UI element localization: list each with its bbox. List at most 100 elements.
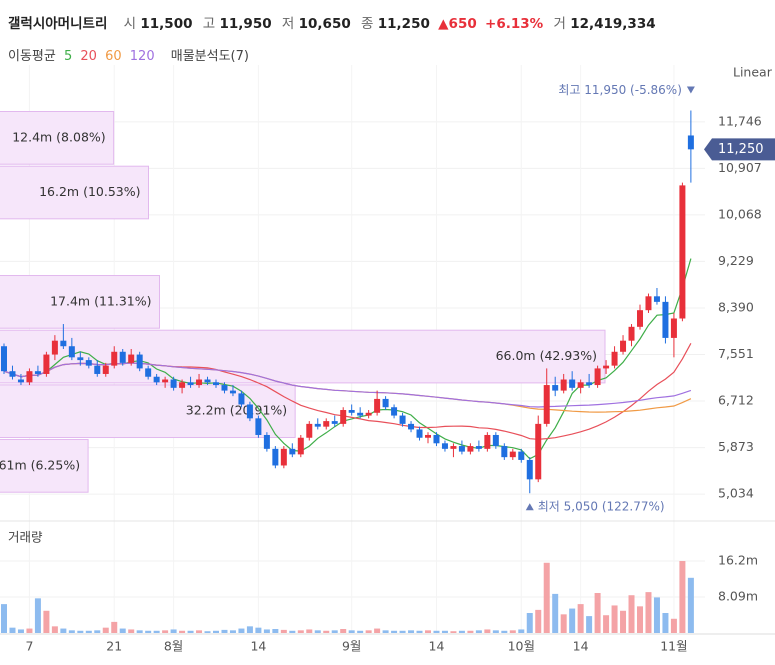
volume-bar [306, 629, 313, 633]
volume-bar [68, 630, 75, 633]
candle-body [611, 351, 618, 366]
volume-bar [408, 630, 415, 633]
quote-label: 시 [123, 16, 137, 32]
candle-body [450, 446, 457, 449]
quote-value: 11,250 [377, 16, 430, 32]
volume-bar [204, 631, 211, 633]
volume-bar [391, 630, 398, 633]
volume-bar [246, 626, 253, 633]
volume-bar [263, 629, 270, 633]
profile-title[interactable]: 매물분석도(7) [170, 49, 249, 64]
volume-bar [51, 626, 58, 633]
volume-bar [662, 613, 669, 633]
candle-body [628, 326, 635, 341]
candle-body [289, 448, 296, 455]
volume-bar [374, 628, 381, 633]
candle-body [433, 434, 440, 444]
x-tick-label: 9월 [342, 639, 361, 654]
ma-period[interactable]: 120 [129, 49, 155, 64]
volume-bar [416, 630, 423, 633]
candle-body [77, 357, 84, 361]
volume-bar [323, 630, 330, 633]
candle-body [569, 379, 576, 388]
volume-bar [280, 629, 287, 633]
volume-bar [17, 629, 24, 633]
volume-bar [365, 630, 372, 633]
y-tick-label: 11,746 [718, 113, 762, 128]
candle-body [653, 296, 660, 302]
candle-body [246, 404, 253, 419]
volume-bar [229, 630, 236, 633]
quote-value: 11,950 [219, 16, 272, 32]
y-tick-label: 8,390 [718, 299, 754, 314]
volume-bar [348, 630, 355, 633]
volume-bar [179, 630, 186, 633]
candle-body [416, 429, 423, 438]
x-tick-label: 11월 [660, 639, 687, 654]
candle-body [408, 423, 415, 430]
volume-title: 거래량 [8, 530, 43, 545]
volume-bar [238, 628, 245, 633]
volume-bar [450, 631, 457, 633]
ma-period[interactable]: 20 [80, 49, 97, 64]
candle-body [213, 382, 219, 386]
y-tick-label: 10,907 [718, 160, 762, 175]
volume-bar [628, 595, 635, 633]
candle-body [620, 340, 627, 352]
annotation: 최저 5,050 (122.77%) [538, 500, 665, 514]
volume-bar [603, 615, 610, 633]
last-price-tag [704, 138, 775, 161]
volume-bar [136, 630, 143, 633]
volume-bar [9, 627, 16, 633]
candle-body [196, 379, 203, 386]
candle-body [9, 371, 16, 377]
candle-body [221, 385, 228, 391]
candle-body [68, 346, 75, 358]
candle-body [60, 340, 67, 347]
candle-body [51, 340, 58, 355]
volume-bar [77, 630, 84, 633]
moving-average [3, 362, 692, 408]
candle-body [509, 451, 516, 458]
x-tick-label: 14 [573, 639, 589, 654]
quote-value: 10,650 [298, 16, 351, 32]
quote-label: 거 [553, 16, 566, 32]
quote-value: 11,500 [140, 16, 193, 32]
candle-body [399, 415, 406, 424]
candle-body [501, 446, 508, 458]
volume-bar [213, 630, 219, 633]
candle-body [391, 407, 398, 416]
volume-bar [1, 604, 7, 633]
candle-body [662, 301, 669, 338]
candle-body [238, 393, 245, 405]
annotation-marker [686, 86, 695, 94]
volume-bar [153, 630, 160, 633]
volume-profile-bar [0, 329, 606, 384]
candle-body [687, 135, 694, 150]
volume-profile-bar [0, 439, 89, 493]
candle-body [357, 412, 364, 416]
volume-profile-bar [0, 165, 149, 220]
candle-body [179, 382, 186, 388]
candle-body [425, 434, 431, 438]
candle-body [484, 434, 491, 449]
candle-body [475, 446, 482, 449]
volume-bar [170, 629, 177, 633]
candle-body [297, 437, 304, 455]
annotation: 최고 11,950 (-5.86%) [558, 83, 682, 97]
candle-body [348, 410, 355, 413]
x-tick-label: 8월 [164, 639, 183, 654]
volume-bar [687, 577, 694, 633]
volume-bar [187, 630, 194, 633]
candle-body [85, 360, 92, 366]
volume-bar [331, 630, 338, 633]
volume-bar [492, 630, 499, 633]
volume-bar [679, 561, 686, 633]
volume-bar [94, 630, 101, 633]
volume-bar [425, 630, 431, 633]
candle-body [679, 185, 686, 319]
ma-period[interactable]: 60 [105, 49, 122, 64]
ma-period[interactable]: 5 [63, 49, 73, 64]
volume-bar [560, 614, 567, 633]
